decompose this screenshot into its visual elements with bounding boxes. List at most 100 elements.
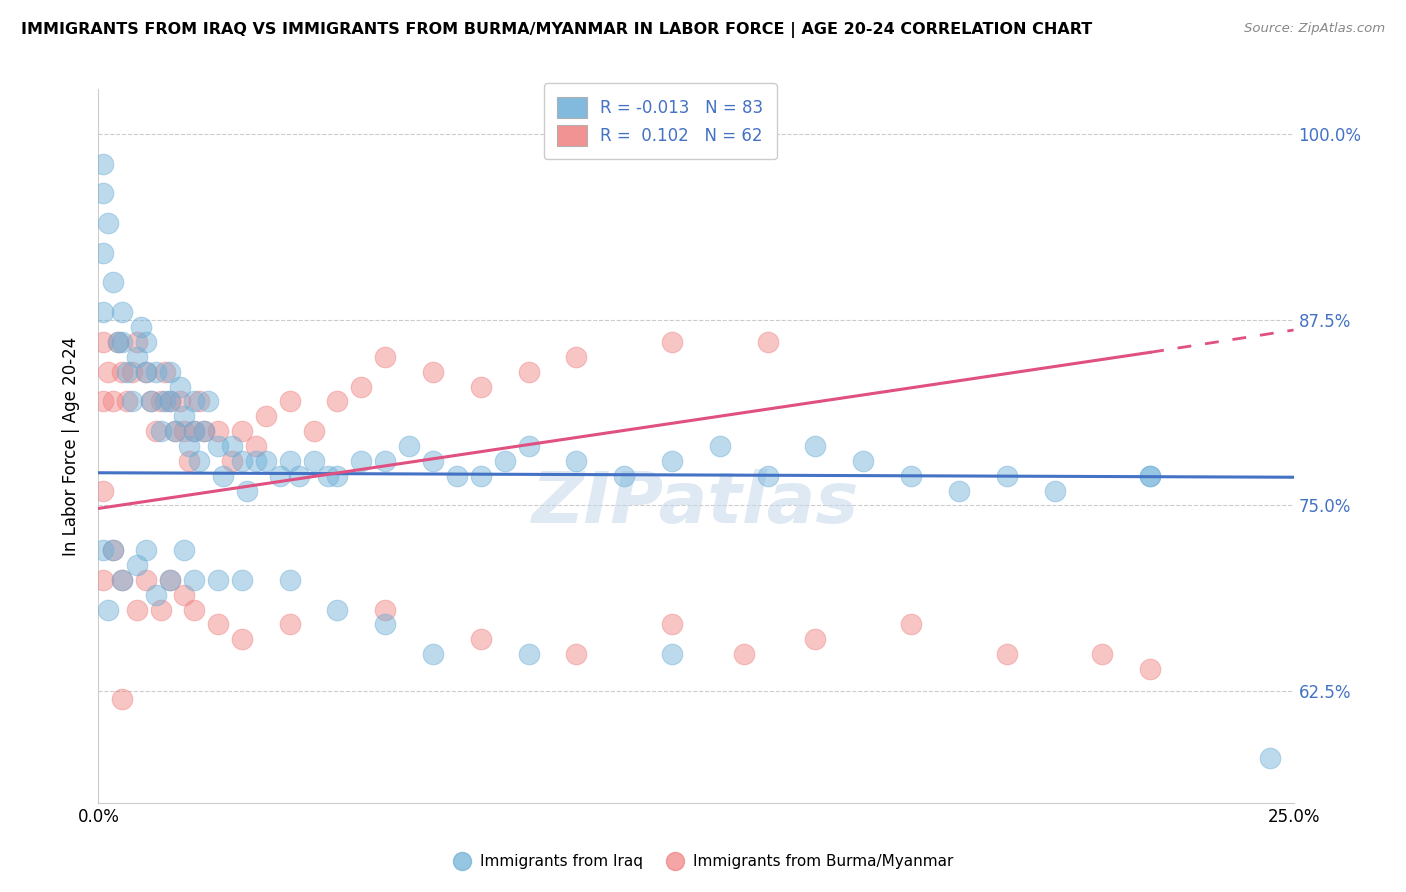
- Point: [101, 543, 124, 558]
- Point: [183, 394, 205, 409]
- Point: [115, 394, 138, 409]
- Point: [565, 350, 588, 364]
- Point: [145, 424, 167, 438]
- Point: [135, 543, 157, 558]
- Point: [139, 394, 162, 409]
- Point: [179, 439, 201, 453]
- Point: [159, 365, 181, 379]
- Point: [948, 483, 970, 498]
- Point: [107, 334, 129, 349]
- Point: [163, 424, 186, 438]
- Point: [278, 454, 301, 468]
- Point: [470, 468, 492, 483]
- Point: [91, 334, 114, 349]
- Point: [374, 350, 396, 364]
- Point: [756, 334, 779, 349]
- Point: [1139, 468, 1161, 483]
- Point: [121, 365, 143, 379]
- Point: [125, 334, 148, 349]
- Point: [193, 424, 215, 438]
- Point: [422, 454, 444, 468]
- Point: [97, 365, 120, 379]
- Legend: R = -0.013   N = 83, R =  0.102   N = 62: R = -0.013 N = 83, R = 0.102 N = 62: [544, 83, 776, 160]
- Point: [197, 394, 219, 409]
- Point: [107, 334, 129, 349]
- Point: [91, 186, 114, 201]
- Point: [995, 468, 1018, 483]
- Point: [131, 320, 153, 334]
- Text: ZIPatlas: ZIPatlas: [533, 468, 859, 538]
- Point: [709, 439, 731, 453]
- Point: [1043, 483, 1066, 498]
- Point: [125, 558, 148, 572]
- Point: [159, 394, 181, 409]
- Point: [326, 468, 349, 483]
- Point: [135, 365, 157, 379]
- Point: [231, 424, 253, 438]
- Point: [350, 379, 373, 393]
- Point: [149, 424, 172, 438]
- Point: [115, 365, 138, 379]
- Point: [221, 454, 243, 468]
- Point: [159, 573, 181, 587]
- Point: [91, 156, 114, 170]
- Point: [135, 365, 157, 379]
- Point: [470, 379, 492, 393]
- Point: [326, 602, 349, 616]
- Point: [756, 468, 779, 483]
- Point: [269, 468, 291, 483]
- Point: [565, 454, 588, 468]
- Point: [374, 617, 396, 632]
- Point: [613, 468, 636, 483]
- Point: [183, 424, 205, 438]
- Point: [135, 573, 157, 587]
- Point: [245, 454, 267, 468]
- Point: [187, 454, 209, 468]
- Point: [187, 394, 209, 409]
- Point: [159, 394, 181, 409]
- Point: [101, 543, 124, 558]
- Point: [302, 454, 325, 468]
- Point: [193, 424, 215, 438]
- Point: [278, 617, 301, 632]
- Text: Source: ZipAtlas.com: Source: ZipAtlas.com: [1244, 22, 1385, 36]
- Point: [995, 647, 1018, 661]
- Point: [111, 334, 134, 349]
- Point: [254, 454, 277, 468]
- Point: [517, 647, 540, 661]
- Point: [155, 394, 177, 409]
- Legend: Immigrants from Iraq, Immigrants from Burma/Myanmar: Immigrants from Iraq, Immigrants from Bu…: [446, 848, 960, 875]
- Point: [97, 602, 120, 616]
- Point: [101, 394, 124, 409]
- Text: IMMIGRANTS FROM IRAQ VS IMMIGRANTS FROM BURMA/MYANMAR IN LABOR FORCE | AGE 20-24: IMMIGRANTS FROM IRAQ VS IMMIGRANTS FROM …: [21, 22, 1092, 38]
- Point: [125, 602, 148, 616]
- Point: [179, 454, 201, 468]
- Point: [169, 379, 191, 393]
- Point: [207, 573, 229, 587]
- Point: [183, 424, 205, 438]
- Point: [470, 632, 492, 647]
- Point: [111, 691, 134, 706]
- Point: [111, 573, 134, 587]
- Point: [374, 454, 396, 468]
- Point: [169, 394, 191, 409]
- Point: [733, 647, 755, 661]
- Point: [121, 394, 143, 409]
- Point: [91, 483, 114, 498]
- Point: [207, 617, 229, 632]
- Point: [235, 483, 257, 498]
- Point: [221, 439, 243, 453]
- Point: [278, 394, 301, 409]
- Point: [173, 543, 195, 558]
- Point: [900, 617, 922, 632]
- Point: [149, 602, 172, 616]
- Point: [145, 588, 167, 602]
- Point: [231, 454, 253, 468]
- Point: [422, 647, 444, 661]
- Point: [139, 394, 162, 409]
- Point: [207, 424, 229, 438]
- Point: [565, 647, 588, 661]
- Point: [231, 632, 253, 647]
- Point: [852, 454, 875, 468]
- Point: [804, 632, 827, 647]
